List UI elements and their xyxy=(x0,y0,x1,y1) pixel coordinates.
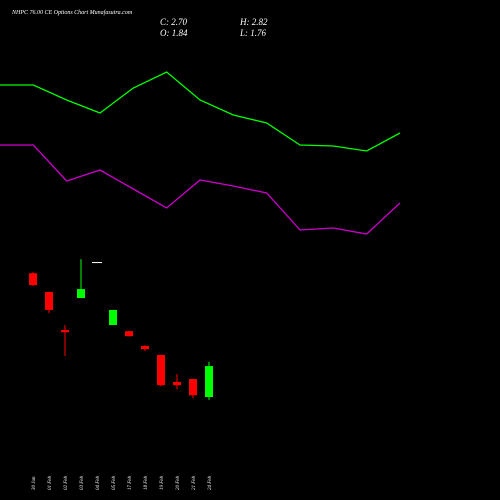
candle-body xyxy=(141,345,149,350)
candle-body xyxy=(173,381,181,386)
chart-title: NHPC 76.00 CE Options Chart Munafasutra.… xyxy=(11,9,133,16)
x-tick-label: 24 Feb xyxy=(208,475,213,490)
x-tick-label: 03 Feb xyxy=(80,475,85,490)
candle-body xyxy=(45,291,53,310)
x-tick-label: 20 Feb xyxy=(176,475,181,490)
indicator-line xyxy=(0,144,401,235)
x-tick-label: 01 Feb xyxy=(48,475,53,490)
x-tick-label: 17 Feb xyxy=(128,475,133,490)
candle-body xyxy=(29,273,37,286)
x-tick-label: 05 Feb xyxy=(112,475,117,490)
ohlc-low: L: 1.76 xyxy=(239,28,267,38)
candle-body xyxy=(125,331,133,337)
candle-body xyxy=(109,309,117,326)
x-tick-label: 30 Jan xyxy=(32,476,37,490)
candle-body xyxy=(157,354,165,386)
candle-body xyxy=(61,330,69,333)
x-tick-label: 04 Feb xyxy=(96,475,101,490)
ohlc-close: C: 2.70 xyxy=(160,17,188,27)
ohlc-high: H: 2.82 xyxy=(239,17,268,27)
x-tick-label: 19 Feb xyxy=(160,475,165,490)
indicator-line xyxy=(0,71,401,152)
x-tick-label: 18 Feb xyxy=(144,475,149,490)
candle-body xyxy=(92,262,102,264)
x-tick-label: 21 Feb xyxy=(192,475,197,490)
ohlc-open: O: 1.84 xyxy=(160,28,188,38)
candle-body xyxy=(77,289,85,299)
candle-body xyxy=(205,366,213,398)
x-tick-label: 02 Feb xyxy=(64,475,69,490)
candle-body xyxy=(189,379,197,396)
